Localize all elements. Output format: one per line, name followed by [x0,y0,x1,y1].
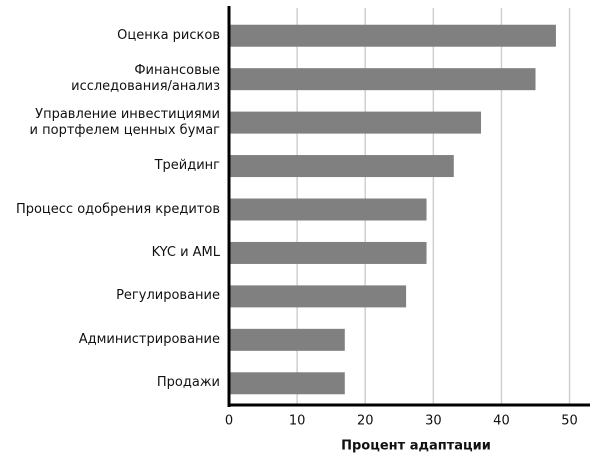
y-tick-label: Управление инвестициями и портфелем ценн… [29,106,220,138]
bar [229,285,407,308]
y-tick-label: Процесс одобрения кредитов [15,201,220,217]
x-tick-label: 30 [425,414,442,429]
x-tick-label: 10 [289,414,306,429]
y-tick-label: Финансовые исследования/анализ [71,63,220,95]
x-tick-label: 20 [357,414,374,429]
bar [229,111,482,134]
y-tick-label: Оценка рисков [117,27,220,43]
bar [229,24,556,47]
x-tick-label: 40 [493,414,510,429]
y-tick-label: Трейдинг [154,158,220,174]
y-tick-label: Регулирование [116,288,220,304]
x-tick-label: 50 [561,414,578,429]
y-tick-label: Администрирование [78,331,220,347]
bar [229,372,345,395]
y-tick-label: KYC и AML [151,244,220,260]
y-tick-label: Продажи [156,375,220,391]
x-axis-label: Процент адаптации [341,439,491,454]
bar [229,198,427,221]
bar [229,155,454,178]
bar [229,68,536,91]
x-tick-label: 0 [225,414,233,429]
bar [229,241,427,264]
bar [229,328,345,351]
